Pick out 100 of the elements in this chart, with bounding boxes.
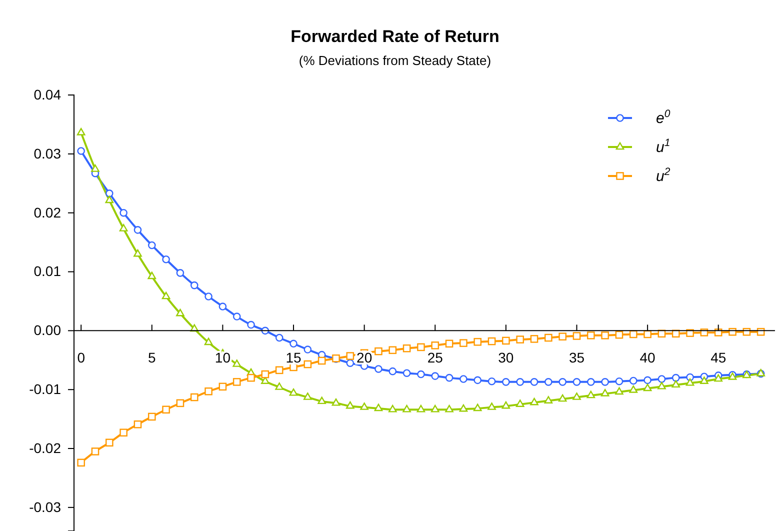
point [686, 329, 694, 337]
y-tick-label: 0.01 [34, 263, 62, 280]
point [388, 367, 397, 376]
point [430, 404, 440, 412]
point [459, 404, 468, 412]
point [190, 281, 198, 290]
point [134, 249, 142, 257]
point [714, 328, 722, 336]
point [445, 404, 454, 412]
chart-subtitle: (% Deviations from Steady State) [298, 53, 492, 68]
point [587, 378, 595, 386]
point [643, 384, 652, 392]
point [218, 302, 227, 310]
point [700, 376, 708, 384]
x-tick-label: 5 [148, 350, 156, 366]
point [120, 208, 128, 217]
legend-label: u$^{2}$ [656, 166, 670, 185]
point [120, 428, 128, 437]
point [304, 360, 312, 368]
point [629, 376, 638, 385]
point [374, 347, 382, 356]
point [615, 377, 624, 386]
point [572, 392, 581, 400]
point [374, 365, 382, 373]
point [686, 378, 694, 386]
legend-label: u$^{1}$ [656, 137, 670, 156]
point [728, 328, 736, 336]
point [402, 344, 411, 352]
point [318, 396, 326, 404]
point [232, 360, 242, 367]
point [77, 147, 85, 155]
point [106, 189, 114, 198]
x-tick-label: 40 [640, 350, 656, 366]
point [629, 385, 638, 393]
point [558, 332, 566, 340]
point [658, 375, 666, 383]
point [261, 370, 270, 378]
point [275, 366, 284, 374]
point [346, 401, 354, 409]
point [304, 346, 312, 354]
point [516, 378, 524, 386]
point [502, 401, 510, 409]
point [134, 420, 142, 428]
point [204, 338, 213, 346]
point [402, 369, 411, 377]
x-tick-label: 15 [286, 350, 302, 366]
point [460, 375, 468, 383]
point [162, 255, 170, 264]
point [714, 374, 723, 382]
y-tick-label: 0.03 [34, 145, 62, 162]
y-tick-label: -0.03 [29, 498, 62, 515]
point [488, 402, 496, 410]
point [474, 338, 482, 346]
y-tick-label: -0.01 [29, 381, 62, 398]
y-tick-label: 0.00 [34, 322, 62, 338]
point [204, 387, 212, 396]
point [91, 164, 100, 172]
point [431, 372, 440, 380]
x-tick-label: 30 [498, 350, 514, 366]
point [304, 392, 312, 400]
y-tick-label: 0.04 [34, 86, 62, 102]
point [530, 398, 538, 406]
point [530, 378, 538, 386]
point [148, 272, 156, 280]
point [488, 337, 496, 346]
point [247, 374, 255, 382]
point [106, 438, 114, 447]
point [516, 400, 524, 407]
point [232, 378, 241, 386]
point [672, 380, 680, 388]
x-tick-label: 45 [710, 350, 726, 366]
point [474, 376, 482, 384]
point [644, 330, 652, 338]
x-tick-label: 25 [427, 350, 444, 366]
point [445, 374, 454, 382]
point [544, 334, 552, 342]
point [587, 331, 595, 340]
point [601, 378, 609, 386]
point [388, 404, 397, 412]
point [615, 387, 624, 395]
point [402, 404, 411, 412]
point [105, 196, 114, 204]
chart-title: Forwarded Rate of Return [290, 27, 500, 46]
point [460, 339, 468, 347]
point [162, 406, 170, 414]
point [148, 241, 156, 250]
point [586, 390, 596, 398]
point [162, 292, 170, 300]
point [176, 269, 184, 277]
point [672, 330, 680, 338]
point [91, 448, 100, 456]
point [232, 312, 241, 320]
point [176, 399, 184, 408]
point [290, 340, 298, 348]
point [318, 356, 326, 365]
point [275, 334, 284, 342]
point [176, 308, 184, 316]
point [374, 404, 383, 412]
y-tick-label: -0.02 [29, 440, 62, 456]
y-tick-label: 0.02 [34, 204, 62, 220]
